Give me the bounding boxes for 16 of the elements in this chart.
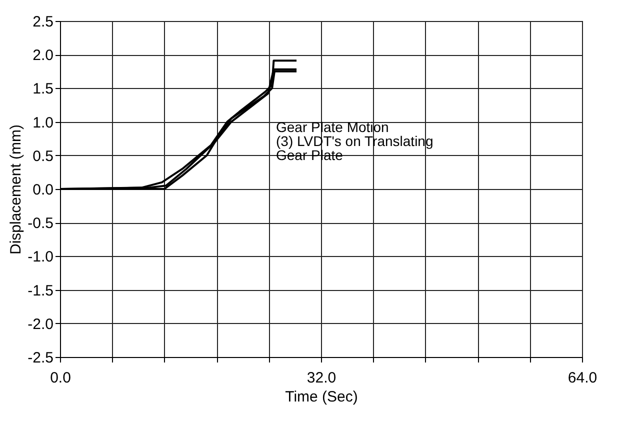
y-tick-label: 0.0 <box>32 182 54 198</box>
y-tick-label: 1.5 <box>32 80 54 98</box>
y-tick-label: -2.5 <box>28 350 54 366</box>
y-tick-label: 0.5 <box>32 148 54 165</box>
y-tick-label: -2.0 <box>28 316 54 333</box>
y-tick-label: 2.5 <box>32 14 54 30</box>
x-tick-label: 0.0 <box>50 370 71 386</box>
y-tick-label: -1.5 <box>28 282 54 300</box>
x-tick-label: 32.0 <box>306 370 336 386</box>
y-axis-title: Displacement (mm) <box>8 124 25 255</box>
y-tick-label: 2.0 <box>32 47 54 64</box>
y-tick-label: -1.0 <box>28 248 54 266</box>
x-axis-title: Time (Sec) <box>285 388 358 406</box>
y-tick-label: -0.5 <box>28 215 54 232</box>
x-tick-label: 64.0 <box>568 370 598 386</box>
y-tick-label: 1.0 <box>32 114 54 132</box>
